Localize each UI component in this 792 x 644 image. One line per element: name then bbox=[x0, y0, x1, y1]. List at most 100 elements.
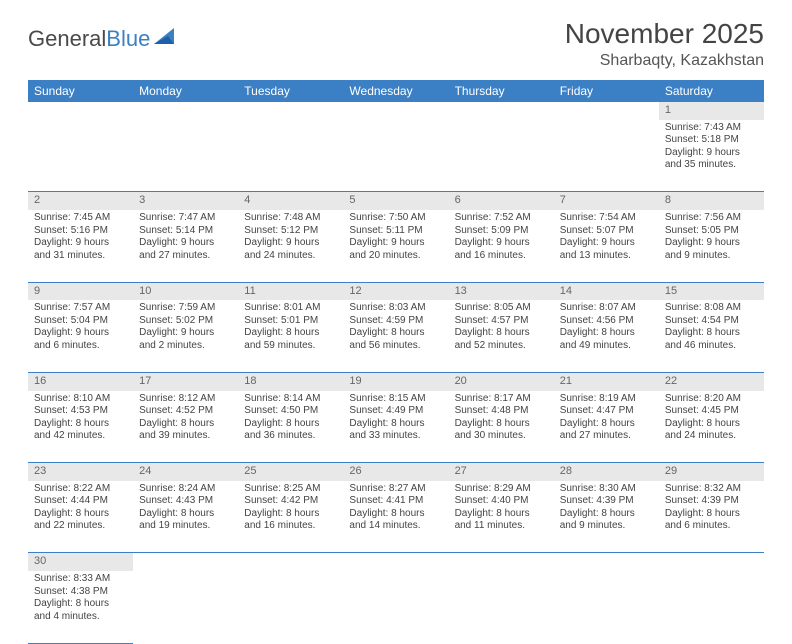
weekday-header: Thursday bbox=[449, 80, 554, 102]
day-cell: Sunrise: 8:25 AMSunset: 4:42 PMDaylight:… bbox=[238, 481, 343, 553]
header: GeneralBlue November 2025 Sharbaqty, Kaz… bbox=[28, 18, 764, 70]
day2-text: and 24 minutes. bbox=[244, 250, 337, 263]
sunrise-text: Sunrise: 8:03 AM bbox=[349, 302, 442, 315]
day-cell: Sunrise: 8:30 AMSunset: 4:39 PMDaylight:… bbox=[554, 481, 659, 553]
day1-text: Daylight: 8 hours bbox=[349, 327, 442, 340]
sunset-text: Sunset: 4:39 PM bbox=[665, 495, 758, 508]
day1-text: Daylight: 8 hours bbox=[455, 418, 548, 431]
day2-text: and 24 minutes. bbox=[665, 430, 758, 443]
sunrise-text: Sunrise: 7:54 AM bbox=[560, 212, 653, 225]
day-cell: Sunrise: 7:50 AMSunset: 5:11 PMDaylight:… bbox=[343, 210, 448, 282]
day2-text: and 9 minutes. bbox=[665, 250, 758, 263]
day1-text: Daylight: 9 hours bbox=[34, 327, 127, 340]
day1-text: Daylight: 8 hours bbox=[665, 327, 758, 340]
day-number bbox=[343, 102, 448, 120]
sunrise-text: Sunrise: 8:12 AM bbox=[139, 393, 232, 406]
day2-text: and 31 minutes. bbox=[34, 250, 127, 263]
day-number: 19 bbox=[343, 372, 448, 390]
day2-text: and 4 minutes. bbox=[34, 611, 127, 624]
day1-text: Daylight: 8 hours bbox=[665, 418, 758, 431]
day-cell: Sunrise: 8:03 AMSunset: 4:59 PMDaylight:… bbox=[343, 300, 448, 372]
day-data-row: Sunrise: 8:33 AMSunset: 4:38 PMDaylight:… bbox=[28, 571, 764, 643]
day-number bbox=[449, 102, 554, 120]
sunrise-text: Sunrise: 8:20 AM bbox=[665, 393, 758, 406]
day-number: 21 bbox=[554, 372, 659, 390]
day-cell: Sunrise: 8:24 AMSunset: 4:43 PMDaylight:… bbox=[133, 481, 238, 553]
day-number-row: 23242526272829 bbox=[28, 463, 764, 481]
sunset-text: Sunset: 5:05 PM bbox=[665, 225, 758, 238]
sunset-text: Sunset: 5:01 PM bbox=[244, 315, 337, 328]
day-number: 11 bbox=[238, 282, 343, 300]
day-number bbox=[659, 553, 764, 571]
day-number: 15 bbox=[659, 282, 764, 300]
day-data-row: Sunrise: 8:10 AMSunset: 4:53 PMDaylight:… bbox=[28, 391, 764, 463]
sunrise-text: Sunrise: 8:24 AM bbox=[139, 483, 232, 496]
day-number bbox=[238, 553, 343, 571]
day-number: 2 bbox=[28, 192, 133, 210]
day-cell bbox=[659, 571, 764, 643]
sunset-text: Sunset: 5:09 PM bbox=[455, 225, 548, 238]
day2-text: and 56 minutes. bbox=[349, 340, 442, 353]
day-number: 6 bbox=[449, 192, 554, 210]
day-number: 28 bbox=[554, 463, 659, 481]
sunrise-text: Sunrise: 7:52 AM bbox=[455, 212, 548, 225]
day-number-row: 16171819202122 bbox=[28, 372, 764, 390]
day2-text: and 46 minutes. bbox=[665, 340, 758, 353]
day-number bbox=[554, 553, 659, 571]
day-number: 10 bbox=[133, 282, 238, 300]
day-number bbox=[554, 102, 659, 120]
day-cell bbox=[133, 120, 238, 192]
month-title: November 2025 bbox=[565, 18, 764, 50]
day1-text: Daylight: 8 hours bbox=[560, 508, 653, 521]
day2-text: and 27 minutes. bbox=[560, 430, 653, 443]
day1-text: Daylight: 8 hours bbox=[244, 508, 337, 521]
day2-text: and 16 minutes. bbox=[455, 250, 548, 263]
sunset-text: Sunset: 4:38 PM bbox=[34, 586, 127, 599]
day1-text: Daylight: 8 hours bbox=[139, 508, 232, 521]
day1-text: Daylight: 9 hours bbox=[665, 147, 758, 160]
day2-text: and 6 minutes. bbox=[665, 520, 758, 533]
day-cell bbox=[449, 571, 554, 643]
day1-text: Daylight: 8 hours bbox=[34, 598, 127, 611]
sunrise-text: Sunrise: 8:32 AM bbox=[665, 483, 758, 496]
day-number-row: 2345678 bbox=[28, 192, 764, 210]
sunset-text: Sunset: 4:39 PM bbox=[560, 495, 653, 508]
day-cell: Sunrise: 7:48 AMSunset: 5:12 PMDaylight:… bbox=[238, 210, 343, 282]
day-number: 16 bbox=[28, 372, 133, 390]
day-data-row: Sunrise: 7:57 AMSunset: 5:04 PMDaylight:… bbox=[28, 300, 764, 372]
day1-text: Daylight: 8 hours bbox=[349, 418, 442, 431]
day-cell bbox=[343, 571, 448, 643]
sunrise-text: Sunrise: 7:56 AM bbox=[665, 212, 758, 225]
title-block: November 2025 Sharbaqty, Kazakhstan bbox=[565, 18, 764, 70]
sunrise-text: Sunrise: 8:15 AM bbox=[349, 393, 442, 406]
day1-text: Daylight: 8 hours bbox=[349, 508, 442, 521]
day-number: 30 bbox=[28, 553, 133, 571]
day2-text: and 39 minutes. bbox=[139, 430, 232, 443]
sunrise-text: Sunrise: 8:10 AM bbox=[34, 393, 127, 406]
day-cell: Sunrise: 7:54 AMSunset: 5:07 PMDaylight:… bbox=[554, 210, 659, 282]
day1-text: Daylight: 9 hours bbox=[139, 237, 232, 250]
day2-text: and 52 minutes. bbox=[455, 340, 548, 353]
sunrise-text: Sunrise: 7:43 AM bbox=[665, 122, 758, 135]
sunset-text: Sunset: 4:41 PM bbox=[349, 495, 442, 508]
weekday-header: Monday bbox=[133, 80, 238, 102]
weekday-header: Sunday bbox=[28, 80, 133, 102]
sunset-text: Sunset: 5:02 PM bbox=[139, 315, 232, 328]
day-cell: Sunrise: 8:19 AMSunset: 4:47 PMDaylight:… bbox=[554, 391, 659, 463]
day-cell: Sunrise: 8:01 AMSunset: 5:01 PMDaylight:… bbox=[238, 300, 343, 372]
day-cell: Sunrise: 8:22 AMSunset: 4:44 PMDaylight:… bbox=[28, 481, 133, 553]
sunset-text: Sunset: 4:52 PM bbox=[139, 405, 232, 418]
day2-text: and 16 minutes. bbox=[244, 520, 337, 533]
sunrise-text: Sunrise: 7:45 AM bbox=[34, 212, 127, 225]
logo: GeneralBlue bbox=[28, 26, 180, 52]
day-cell: Sunrise: 8:32 AMSunset: 4:39 PMDaylight:… bbox=[659, 481, 764, 553]
day-number-row: 30 bbox=[28, 553, 764, 571]
day2-text: and 36 minutes. bbox=[244, 430, 337, 443]
day-cell: Sunrise: 8:29 AMSunset: 4:40 PMDaylight:… bbox=[449, 481, 554, 553]
day-cell bbox=[554, 571, 659, 643]
day-cell: Sunrise: 8:17 AMSunset: 4:48 PMDaylight:… bbox=[449, 391, 554, 463]
day-number bbox=[133, 553, 238, 571]
sunset-text: Sunset: 4:44 PM bbox=[34, 495, 127, 508]
day1-text: Daylight: 8 hours bbox=[560, 418, 653, 431]
day1-text: Daylight: 9 hours bbox=[665, 237, 758, 250]
